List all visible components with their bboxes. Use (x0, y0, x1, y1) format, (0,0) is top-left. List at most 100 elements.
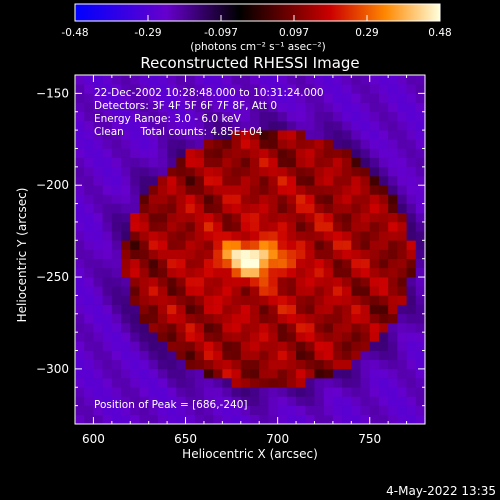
heatmap-cell (323, 359, 334, 370)
heatmap-cell (296, 295, 306, 305)
heatmap-cell (259, 368, 269, 379)
heatmap-cell (102, 120, 113, 131)
heatmap-cell (277, 368, 288, 379)
heatmap-cell (286, 157, 297, 168)
heatmap-cell (194, 277, 205, 287)
heatmap-cell (351, 157, 361, 168)
heatmap-cell (121, 130, 131, 140)
heatmap-cell (378, 387, 389, 397)
heatmap-cell (406, 277, 417, 287)
heatmap-cell (185, 267, 196, 278)
heatmap-cell (213, 368, 223, 379)
heatmap-cell (148, 368, 159, 379)
heatmap-cell (240, 249, 251, 259)
heatmap-cell (388, 148, 398, 158)
heatmap-cell (139, 368, 149, 379)
heatmap-cell (121, 93, 131, 103)
heatmap-cell (406, 231, 417, 241)
heatmap-cell (268, 286, 278, 296)
heatmap-cell (139, 378, 149, 388)
timestamp: 4-May-2022 13:35 (386, 484, 496, 498)
heatmap-cell (378, 295, 389, 305)
heatmap-cell (93, 75, 103, 85)
annotation-peak-position: Position of Peak = [686,-240] (94, 399, 248, 411)
heatmap-cell (351, 359, 361, 370)
heatmap-cell (305, 313, 315, 324)
heatmap-cell (415, 194, 426, 204)
heatmap-cell (139, 203, 149, 214)
heatmap-cell (397, 120, 407, 131)
heatmap-cell (102, 368, 113, 379)
heatmap-cell (314, 139, 324, 149)
heatmap-cell (148, 332, 159, 342)
heatmap-cell (397, 396, 407, 406)
heatmap-cell (360, 203, 371, 214)
heatmap-cell (268, 267, 278, 278)
heatmap-cell (305, 350, 315, 361)
heatmap-cell (378, 93, 389, 103)
heatmap-cell (121, 166, 131, 177)
heatmap-cell (111, 387, 122, 397)
heatmap-cell (360, 359, 371, 370)
heatmap-cell (351, 267, 361, 278)
heatmap-cell (397, 341, 407, 351)
heatmap-cell (369, 185, 380, 195)
heatmap-cell (231, 75, 242, 85)
heatmap-cell (323, 176, 334, 186)
heatmap-cell (148, 359, 159, 370)
heatmap-cell (351, 120, 361, 131)
heatmap-cell (259, 111, 269, 122)
heatmap-cell (397, 322, 407, 333)
heatmap-cell (397, 359, 407, 370)
heatmap-cell (314, 111, 324, 122)
heatmap-cell (277, 240, 288, 250)
heatmap-cell (314, 185, 324, 195)
annotation-time-range: 22-Dec-2002 10:28:48.000 to 10:31:24.000 (94, 87, 324, 99)
heatmap-cell (415, 84, 426, 94)
heatmap-cell (406, 396, 417, 406)
heatmap-cell (342, 130, 352, 140)
heatmap-cell (388, 295, 398, 305)
heatmap-cell (259, 378, 269, 388)
heatmap-cell (75, 405, 85, 416)
heatmap-cell (296, 313, 306, 324)
heatmap-cell (231, 350, 242, 361)
heatmap-cell (323, 350, 334, 361)
heatmap-cell (259, 396, 269, 406)
heatmap-cell (378, 322, 389, 333)
heatmap-cell (360, 84, 371, 94)
heatmap-cell (240, 139, 251, 149)
plot-annotations: 22-Dec-2002 10:28:48.000 to 10:31:24.000… (94, 87, 324, 411)
heatmap-cell (121, 322, 131, 333)
heatmap-cell (75, 231, 85, 241)
heatmap-cell (213, 341, 223, 351)
heatmap-cell (102, 212, 113, 223)
heatmap-cell (259, 157, 269, 168)
heatmap-cell (203, 130, 214, 140)
heatmap-cell (351, 368, 361, 379)
heatmap-cell (222, 157, 232, 168)
heatmap-cell (222, 295, 232, 305)
heatmap-cell (314, 249, 324, 259)
heatmap-cell (222, 75, 232, 85)
heatmap-cell (314, 203, 324, 214)
heatmap-cell (360, 258, 371, 269)
heatmap-cell (406, 157, 417, 168)
heatmap-cell (369, 102, 380, 113)
heatmap-cell (342, 84, 352, 94)
heatmap-cell (406, 185, 417, 195)
heatmap-cell (250, 157, 260, 168)
heatmap-cell (415, 221, 426, 232)
heatmap-cell (222, 120, 232, 131)
heatmap-cell (360, 295, 371, 305)
heatmap-cell (296, 148, 306, 158)
heatmap-cell (185, 258, 196, 269)
heatmap-cell (231, 84, 242, 94)
heatmap-cell (378, 350, 389, 361)
heatmap-cell (75, 322, 85, 333)
heatmap-cell (130, 139, 140, 149)
heatmap-cell (250, 332, 260, 342)
heatmap-cell (148, 249, 159, 259)
heatmap-cell (268, 120, 278, 131)
heatmap-cell (93, 396, 103, 406)
